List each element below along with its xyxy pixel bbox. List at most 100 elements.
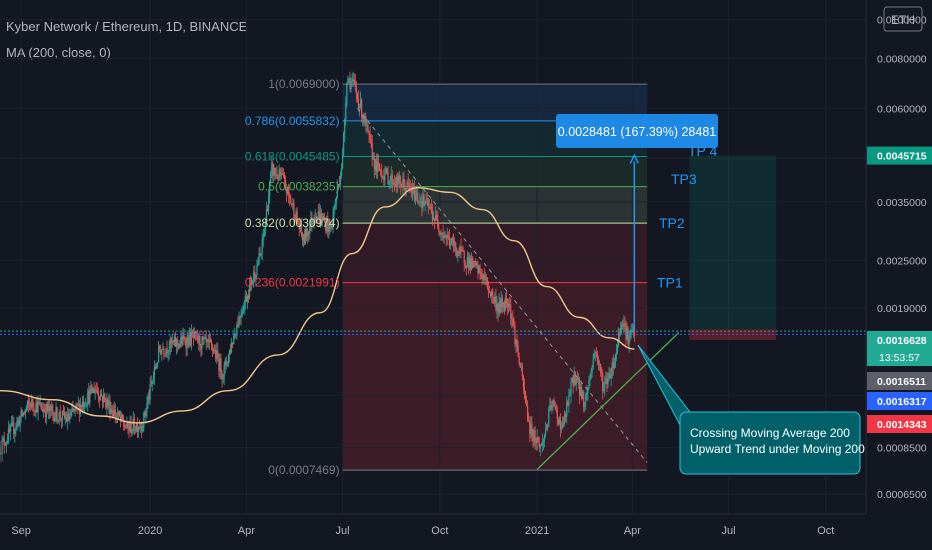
candle bbox=[357, 90, 360, 112]
annotation-line: Upward Trend under Moving 200 bbox=[690, 442, 865, 456]
candle-body bbox=[40, 403, 42, 409]
candle bbox=[428, 199, 430, 210]
candle-body bbox=[496, 304, 498, 311]
candle-body bbox=[433, 218, 436, 221]
candle bbox=[363, 112, 365, 126]
candle-body bbox=[23, 412, 25, 414]
candle bbox=[492, 288, 494, 305]
candle-body bbox=[2, 438, 4, 441]
candle bbox=[335, 196, 337, 210]
candle-body bbox=[93, 388, 95, 394]
candle bbox=[604, 375, 606, 397]
candle-body bbox=[497, 304, 499, 314]
candle bbox=[606, 372, 608, 392]
candle-body bbox=[241, 312, 243, 317]
candle-body bbox=[578, 377, 581, 396]
candle-body bbox=[318, 211, 320, 223]
candle-body bbox=[293, 203, 295, 219]
candle-body bbox=[630, 330, 632, 333]
candle bbox=[128, 420, 130, 439]
candle bbox=[451, 235, 454, 247]
candle bbox=[58, 409, 60, 426]
candle-body bbox=[283, 175, 286, 180]
candle bbox=[555, 403, 557, 413]
candle bbox=[297, 218, 299, 226]
currency-button[interactable]: ETH bbox=[883, 6, 923, 32]
candle bbox=[483, 267, 485, 285]
candle-body bbox=[525, 402, 528, 407]
candle bbox=[453, 233, 455, 253]
candle-body bbox=[292, 203, 294, 206]
candle-body bbox=[255, 275, 257, 279]
candle-body bbox=[617, 332, 620, 346]
candle bbox=[169, 334, 171, 356]
candle bbox=[250, 275, 252, 292]
candle-body bbox=[112, 411, 114, 417]
candle-body bbox=[588, 379, 590, 389]
candle bbox=[303, 228, 306, 246]
candle-body bbox=[406, 181, 408, 189]
candle-body bbox=[541, 441, 544, 446]
candle-body bbox=[14, 430, 16, 434]
candle-body bbox=[244, 296, 246, 303]
candle bbox=[51, 401, 53, 416]
candle-body bbox=[403, 179, 405, 185]
candle bbox=[334, 198, 336, 211]
candle bbox=[531, 416, 533, 442]
candle bbox=[79, 397, 81, 417]
candle-body bbox=[627, 327, 629, 345]
candle-body bbox=[248, 284, 251, 298]
candle bbox=[559, 413, 562, 438]
candle bbox=[419, 193, 421, 207]
time-tick-label: Oct bbox=[817, 525, 834, 537]
candle bbox=[338, 176, 341, 188]
candle bbox=[324, 212, 326, 224]
candle bbox=[630, 323, 632, 339]
candle bbox=[167, 350, 169, 362]
candle bbox=[21, 409, 23, 418]
candle-body bbox=[399, 176, 401, 182]
candle-body bbox=[191, 332, 194, 335]
candle bbox=[345, 96, 347, 126]
candle-body bbox=[614, 354, 616, 365]
candle bbox=[438, 221, 440, 236]
candle bbox=[567, 399, 569, 407]
candle bbox=[461, 246, 463, 252]
indicator-legend[interactable]: MA (200, close, 0) bbox=[6, 45, 111, 60]
candle bbox=[420, 196, 422, 208]
candle bbox=[327, 211, 329, 238]
candle-body bbox=[294, 218, 296, 221]
candle-body bbox=[469, 258, 472, 271]
candle-body bbox=[518, 356, 520, 364]
candle-body bbox=[626, 327, 628, 339]
candle bbox=[339, 171, 342, 190]
candle bbox=[626, 322, 628, 341]
candle-body bbox=[605, 378, 607, 383]
candle bbox=[384, 166, 386, 188]
candle bbox=[304, 227, 307, 246]
candle-body bbox=[523, 387, 526, 392]
candle bbox=[426, 191, 428, 206]
candle-body bbox=[88, 390, 90, 403]
candle bbox=[617, 327, 620, 348]
candle bbox=[629, 328, 631, 342]
candle-body bbox=[125, 427, 127, 429]
candle bbox=[546, 423, 548, 431]
candle-body bbox=[439, 231, 441, 235]
candle-body bbox=[553, 399, 555, 406]
candle bbox=[184, 336, 186, 346]
candle-body bbox=[99, 394, 102, 401]
candle bbox=[423, 192, 425, 206]
candle-body bbox=[189, 332, 191, 345]
candle bbox=[500, 291, 502, 313]
candle bbox=[315, 212, 317, 224]
candle-body bbox=[591, 366, 593, 373]
candle bbox=[361, 98, 363, 123]
candle bbox=[524, 390, 527, 404]
candle bbox=[372, 151, 374, 160]
candle bbox=[605, 371, 607, 385]
candle bbox=[115, 412, 117, 424]
fib-level-label: 0.786(0.0055832) bbox=[245, 114, 340, 128]
candle-body bbox=[389, 179, 391, 182]
